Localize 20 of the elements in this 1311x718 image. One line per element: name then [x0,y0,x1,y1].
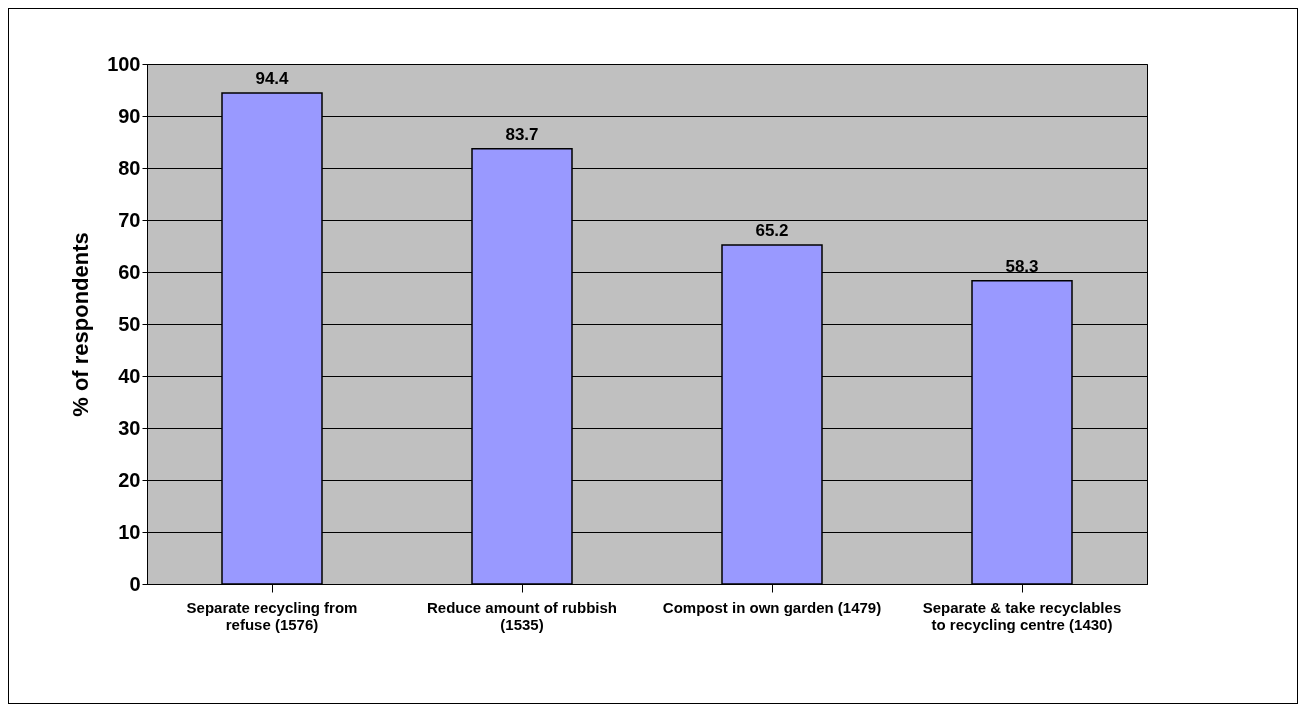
x-tick-label: Separate & take recyclables to recycling centre (1430) [922,598,1122,633]
data-label: 58.3 [1005,256,1039,276]
y-tick-label: 60 [118,260,141,283]
y-tick-label: 0 [129,572,141,595]
x-tick-label: Separate recycling from refuse (1576) [186,598,358,633]
y-tick-label: 10 [118,520,141,543]
data-label: 83.7 [505,124,539,144]
y-tick-label: 70 [118,208,141,231]
y-tick-label: 30 [118,416,141,439]
data-label: 65.2 [755,220,789,240]
data-label: 94.4 [255,69,290,89]
y-tick-label: 20 [118,468,141,491]
y-tick-label: 80 [118,156,141,179]
y-tick-label: 40 [118,364,141,387]
y-tick-label: 50 [118,312,141,335]
y-tick-label: 90 [118,104,141,127]
x-tick-label: Reduce amount of rubbish (1535) [426,598,618,633]
x-tick-label: Compost in own garden (1479) [662,598,882,616]
y-tick-label: 100 [107,52,141,75]
y-axis-title: % of respondents [68,232,94,417]
